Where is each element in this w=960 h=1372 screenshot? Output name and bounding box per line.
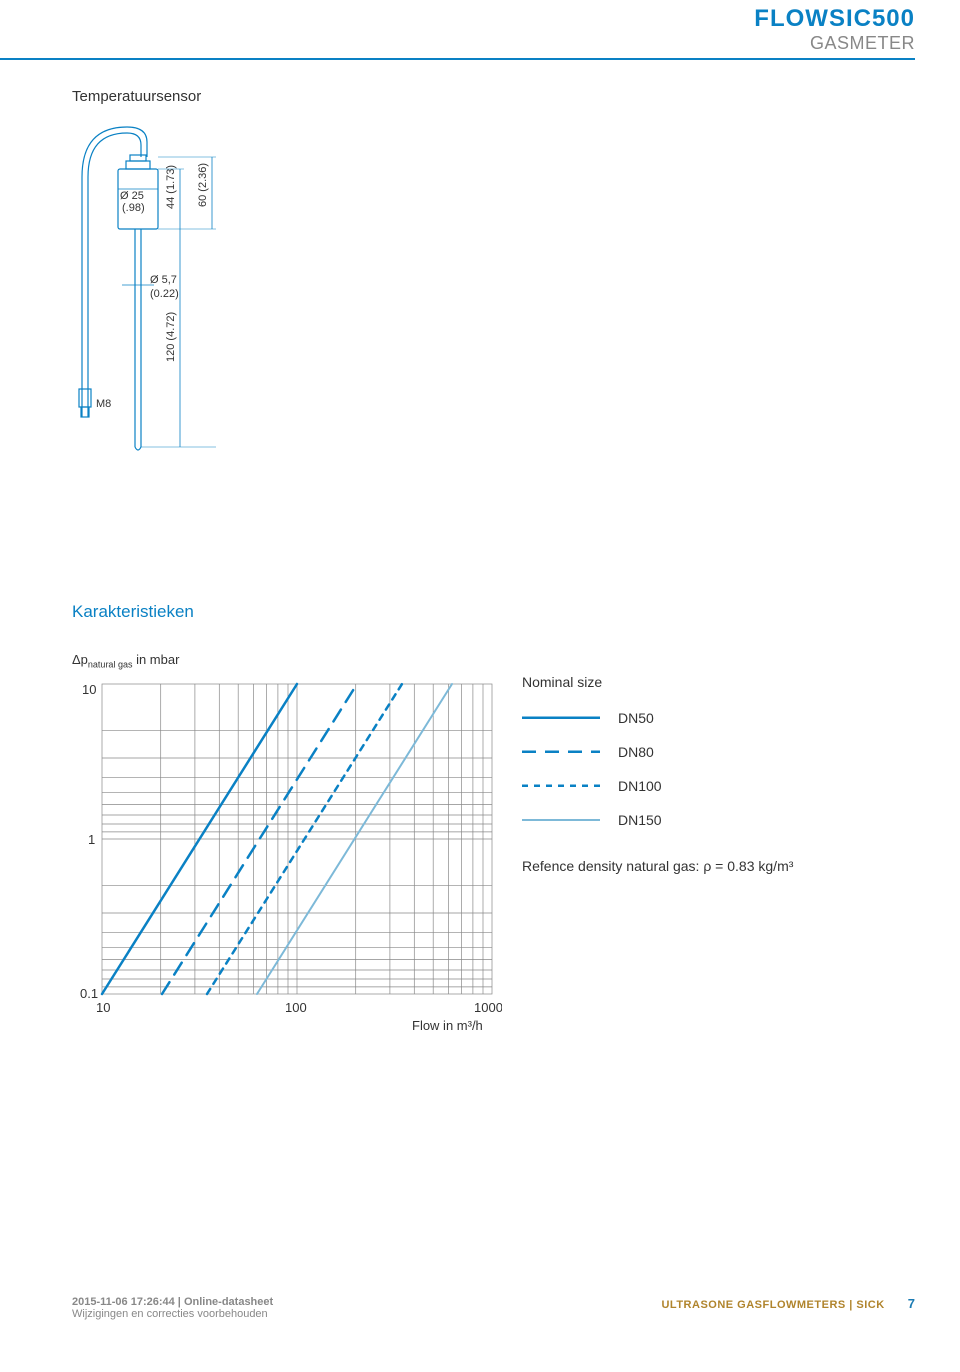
- legend-label-dn100: DN100: [618, 778, 662, 794]
- legend-swatch-dn150: [522, 818, 600, 821]
- footer-disclaimer: Wijzigingen en correcties voorbehouden: [72, 1308, 273, 1320]
- reference-note: Refence density natural gas: ρ = 0.83 kg…: [522, 858, 793, 874]
- sensor-diagram: Ø 25 (.98) 44 (1.73) 60 (2.36) Ø 5,7 (0.…: [72, 117, 252, 487]
- dim-body-h: 44 (1.73): [165, 165, 177, 209]
- footer-right-text: ULTRASONE GASFLOWMETERS | SICK: [661, 1299, 884, 1311]
- footer-right: ULTRASONE GASFLOWMETERS | SICK 7: [661, 1296, 915, 1311]
- chart-wrap: 0.1 1 10 10 100 1000 Flow in m³/h Nomina…: [72, 674, 892, 1044]
- legend-title: Nominal size: [522, 674, 793, 690]
- xtick-2: 1000: [474, 1000, 502, 1015]
- dim-body-dia-in: (.98): [122, 202, 145, 214]
- legend-row-dn80: DN80: [522, 744, 793, 760]
- legend-swatch-dn50: [522, 716, 600, 719]
- sensor-section-title: Temperatuursensor: [72, 88, 892, 105]
- page-header: FLOWSIC500 GASMETER: [754, 5, 915, 54]
- product-name: FLOWSIC500: [754, 5, 915, 33]
- footer-left: 2015-11-06 17:26:44 | Online-datasheet W…: [72, 1296, 273, 1320]
- x-axis-label: Flow in m³/h: [412, 1018, 483, 1033]
- ytick-0: 0.1: [80, 986, 98, 1001]
- dim-probe-len: 120 (4.72): [165, 312, 177, 362]
- dim-connector: M8: [96, 398, 111, 410]
- xtick-0: 10: [96, 1000, 110, 1015]
- page-content: Temperatuursensor: [72, 88, 892, 1044]
- product-subtitle: GASMETER: [754, 33, 915, 54]
- footer-timestamp: 2015-11-06 17:26:44 | Online-datasheet: [72, 1296, 273, 1308]
- ytick-2: 10: [82, 682, 96, 697]
- legend-label-dn80: DN80: [618, 744, 654, 760]
- legend-swatch-dn100: [522, 784, 600, 787]
- legend-row-dn50: DN50: [522, 710, 793, 726]
- legend-row-dn100: DN100: [522, 778, 793, 794]
- xtick-1: 100: [285, 1000, 307, 1015]
- dim-probe-dia: Ø 5,7: [150, 274, 177, 286]
- legend-swatch-dn80: [522, 750, 600, 753]
- legend-label-dn150: DN150: [618, 812, 662, 828]
- y-axis-label: Δpnatural gas in mbar: [72, 652, 892, 670]
- page-footer: 2015-11-06 17:26:44 | Online-datasheet W…: [72, 1296, 915, 1320]
- chart-section: Karakteristieken Δpnatural gas in mbar: [72, 602, 892, 1044]
- legend-label-dn50: DN50: [618, 710, 654, 726]
- y-label-suffix: in mbar: [132, 652, 179, 667]
- dim-overall-h: 60 (2.36): [197, 163, 209, 207]
- loglog-chart: 0.1 1 10 10 100 1000 Flow in m³/h: [72, 674, 502, 1044]
- ytick-1: 1: [88, 832, 95, 847]
- dim-body-dia: Ø 25: [120, 190, 144, 202]
- dim-probe-dia-in: (0.22): [150, 288, 179, 300]
- y-label-sub: natural gas: [88, 660, 133, 670]
- header-divider: [0, 58, 915, 60]
- y-label-prefix: Δp: [72, 652, 88, 667]
- page-number: 7: [908, 1296, 915, 1311]
- chart-title: Karakteristieken: [72, 602, 892, 622]
- chart-legend: Nominal size DN50 DN80: [522, 674, 793, 874]
- legend-row-dn150: DN150: [522, 812, 793, 828]
